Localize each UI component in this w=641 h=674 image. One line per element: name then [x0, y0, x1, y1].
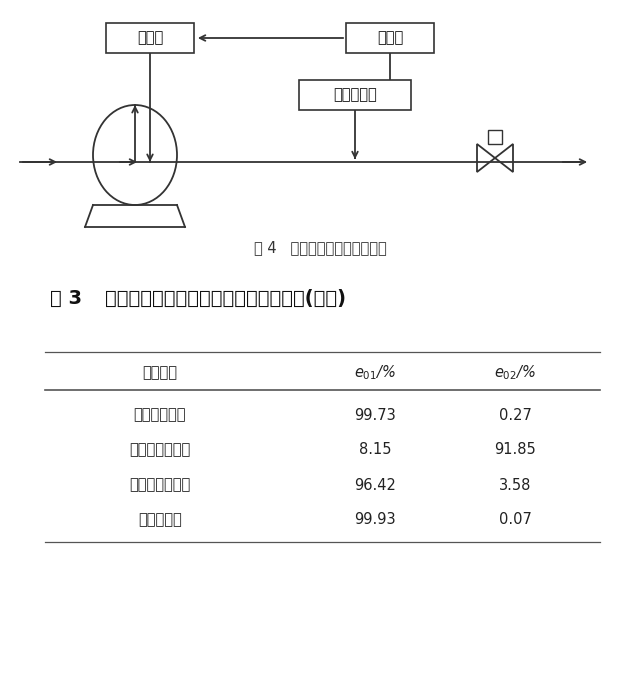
Text: 0.07: 0.07	[499, 512, 531, 528]
Bar	[106, 23, 194, 53]
Text: 给定输入突变: 给定输入突变	[134, 408, 187, 423]
Text: 99.73: 99.73	[354, 408, 396, 423]
Text: 96.42: 96.42	[354, 477, 396, 493]
Text: 突变原因: 突变原因	[142, 365, 178, 381]
Text: $e_{02}$/%: $e_{02}$/%	[494, 364, 536, 382]
Bar	[488, 130, 502, 144]
Bar	[346, 23, 434, 53]
Text: 0.27: 0.27	[499, 408, 531, 423]
Text: 3.58: 3.58	[499, 477, 531, 493]
Text: 图 4   恒压供水控制系统示意图: 图 4 恒压供水控制系统示意图	[254, 241, 387, 255]
Bar	[299, 80, 411, 110]
Text: 表 3: 表 3	[50, 288, 82, 307]
Text: 调节器: 调节器	[377, 30, 403, 46]
Text: 91.85: 91.85	[494, 443, 536, 458]
Text: $e_{01}$/%: $e_{01}$/%	[354, 364, 396, 382]
Text: 调节器故障: 调节器故障	[138, 512, 182, 528]
Text: 99.93: 99.93	[354, 512, 395, 528]
Text: 外部电磁场干扰: 外部电磁场干扰	[129, 443, 190, 458]
Text: 压力传感器: 压力传感器	[333, 88, 377, 102]
Text: 传感器偏差故障: 传感器偏差故障	[129, 477, 190, 493]
Text: 突变信号中高低频信号分量能量比统计(实验): 突变信号中高低频信号分量能量比统计(实验)	[105, 288, 346, 307]
Text: 变频器: 变频器	[137, 30, 163, 46]
Text: 8.15: 8.15	[359, 443, 391, 458]
